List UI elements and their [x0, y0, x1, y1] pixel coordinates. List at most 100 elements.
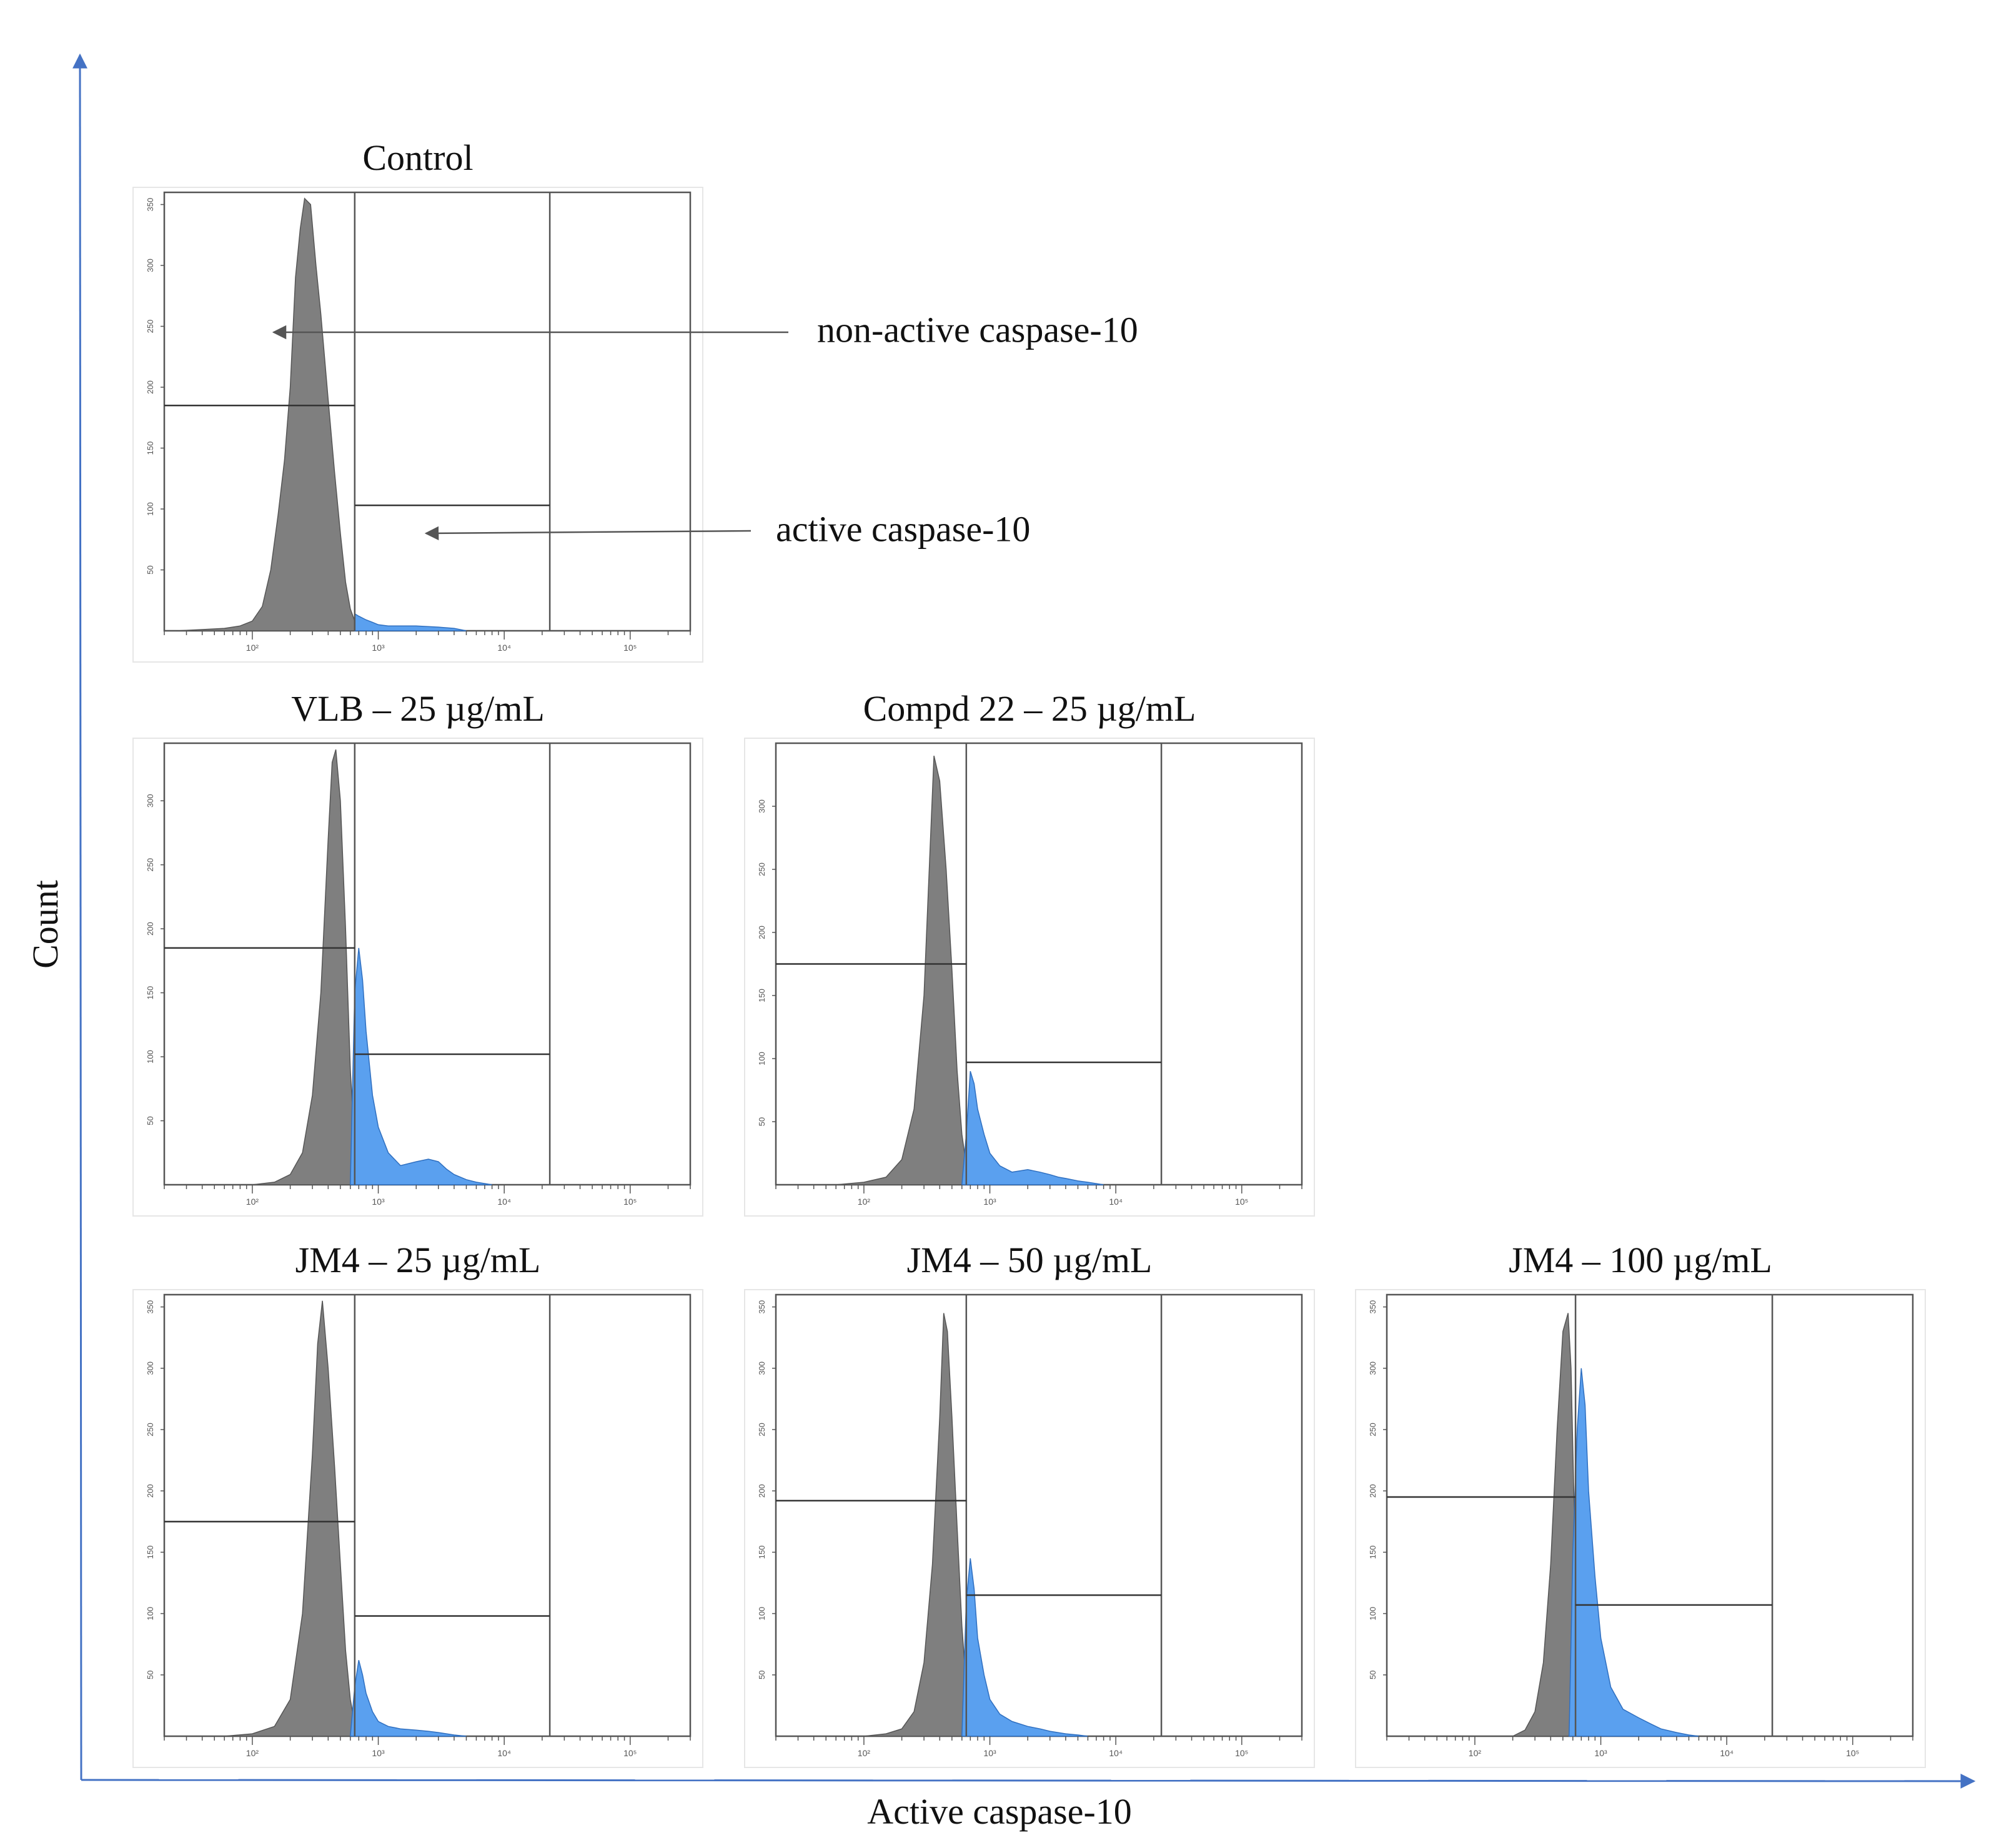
- y-tick-label: 350: [146, 198, 155, 212]
- x-tick-label: 10⁴: [497, 1197, 511, 1207]
- y-tick-label: 50: [146, 565, 155, 574]
- panel-5: JM4 – 50 µg/mL 50 100 150 200 250 300 350 10² 10³…: [744, 1240, 1315, 1768]
- series-positive-area: [961, 1070, 1104, 1185]
- y-tick-label: 300: [757, 1361, 766, 1375]
- x-tick-label: 10³: [983, 1748, 996, 1758]
- x-tick-label: 10⁵: [623, 643, 637, 653]
- x-tick-label: 10⁵: [1235, 1197, 1248, 1207]
- y-tick-label: 200: [146, 922, 155, 936]
- panel-title: JM4 – 50 µg/mL: [907, 1240, 1153, 1280]
- x-tick-label: 10³: [372, 643, 385, 653]
- y-tick-label: 150: [757, 989, 766, 1002]
- y-tick-label: 300: [146, 1361, 155, 1375]
- y-tick-label: 250: [1368, 1423, 1377, 1436]
- x-tick-label: 10³: [983, 1197, 996, 1207]
- series-positive-area: [354, 613, 467, 631]
- y-tick-label: 100: [757, 1607, 766, 1621]
- y-tick-label: 350: [1368, 1300, 1377, 1314]
- annotation-active-text: active caspase-10: [776, 508, 1030, 549]
- y-tick-label: 200: [146, 1484, 155, 1498]
- panel-3: Compd 22 – 25 µg/mL 50 100 150 200 250 300 10² 1…: [744, 688, 1315, 1217]
- x-axis-label: Active caspase-10: [867, 1791, 1132, 1832]
- x-tick-label: 10⁴: [1720, 1748, 1734, 1758]
- panel-6: JM4 – 100 µg/mL 50 100 150 200 250 300 350 10² 10…: [1355, 1240, 1926, 1768]
- x-tick-label: 10²: [246, 1748, 259, 1758]
- panel-title: VLB – 25 µg/mL: [291, 688, 545, 729]
- x-tick-label: 10²: [858, 1748, 871, 1758]
- y-tick-label: 250: [146, 320, 155, 334]
- y-tick-label: 200: [146, 380, 155, 394]
- y-tick-label: 50: [146, 1116, 155, 1125]
- x-tick-label: 10⁵: [1846, 1748, 1859, 1758]
- y-tick-label: 50: [757, 1671, 766, 1679]
- panel-2: VLB – 25 µg/mL 50 100 150 200 250 300 10² 10³ 10⁴…: [132, 688, 703, 1217]
- y-tick-label: 100: [146, 1050, 155, 1064]
- y-tick-label: 100: [146, 1607, 155, 1621]
- series-positive-area: [349, 1660, 467, 1737]
- x-tick-label: 10²: [246, 1197, 259, 1207]
- x-tick-label: 10²: [858, 1197, 871, 1207]
- x-tick-label: 10⁵: [623, 1197, 637, 1207]
- annotation-non-active-text: non-active caspase-10: [817, 309, 1138, 350]
- y-axis-line: [72, 53, 88, 1781]
- x-axis-line: [81, 1773, 1976, 1789]
- y-tick-label: 150: [146, 442, 155, 455]
- y-tick-label: 150: [1368, 1546, 1377, 1559]
- panel-title: JM4 – 25 µg/mL: [295, 1240, 541, 1280]
- panel-background: [132, 738, 703, 1217]
- y-tick-label: 50: [146, 1671, 155, 1679]
- panel-background: [1355, 1289, 1926, 1768]
- y-tick-label: 100: [757, 1052, 766, 1065]
- y-tick-label: 300: [146, 794, 155, 808]
- y-tick-label: 150: [146, 1546, 155, 1559]
- series-positive-area: [350, 947, 492, 1185]
- panel-1: Control 50 100 150 200 250 300 350 10² 10³ 10⁴ 10⁵: [132, 137, 703, 663]
- panel-4: JM4 – 25 µg/mL 50 100 150 200 250 300 350 10² 10³…: [132, 1240, 703, 1768]
- y-tick-label: 350: [757, 1300, 766, 1314]
- x-tick-label: 10⁴: [1109, 1197, 1123, 1207]
- y-tick-label: 150: [146, 986, 155, 1000]
- y-tick-label: 250: [146, 858, 155, 872]
- y-tick-label: 250: [757, 1423, 766, 1436]
- x-tick-label: 10⁴: [497, 643, 511, 653]
- x-tick-label: 10⁴: [1109, 1748, 1123, 1758]
- panel-title: JM4 – 100 µg/mL: [1509, 1240, 1772, 1280]
- panel-background: [744, 1289, 1315, 1768]
- y-tick-label: 250: [757, 862, 766, 876]
- x-tick-label: 10⁵: [623, 1748, 637, 1758]
- y-axis-label: Count: [25, 880, 66, 969]
- y-tick-label: 250: [146, 1423, 155, 1436]
- series-positive-area: [1569, 1368, 1699, 1737]
- annotation-active-arrow: [424, 526, 752, 541]
- y-tick-label: 100: [146, 502, 155, 516]
- y-tick-label: 350: [146, 1300, 155, 1314]
- panel-title: Control: [362, 137, 473, 178]
- series-negative-area: [836, 756, 967, 1185]
- y-tick-label: 200: [757, 1484, 766, 1498]
- y-tick-label: 150: [757, 1546, 766, 1559]
- y-tick-label: 200: [757, 926, 766, 939]
- y-tick-label: 300: [146, 259, 155, 272]
- x-tick-label: 10⁵: [1235, 1748, 1248, 1758]
- x-tick-label: 10³: [1594, 1748, 1607, 1758]
- y-tick-label: 200: [1368, 1484, 1377, 1498]
- y-tick-label: 100: [1368, 1607, 1377, 1621]
- series-positive-area: [961, 1558, 1088, 1737]
- x-tick-label: 10²: [1469, 1748, 1482, 1758]
- x-tick-label: 10²: [246, 643, 259, 653]
- y-tick-label: 50: [757, 1117, 766, 1126]
- panel-background: [132, 187, 703, 663]
- panel-title: Compd 22 – 25 µg/mL: [863, 688, 1196, 729]
- y-tick-label: 50: [1368, 1671, 1377, 1679]
- x-tick-label: 10³: [372, 1748, 385, 1758]
- series-negative-area: [176, 197, 355, 631]
- y-tick-label: 300: [757, 799, 766, 813]
- x-tick-label: 10³: [372, 1197, 385, 1207]
- y-tick-label: 300: [1368, 1361, 1377, 1375]
- panel-background: [744, 738, 1315, 1217]
- panel-background: [132, 1289, 703, 1768]
- x-tick-label: 10⁴: [497, 1748, 511, 1758]
